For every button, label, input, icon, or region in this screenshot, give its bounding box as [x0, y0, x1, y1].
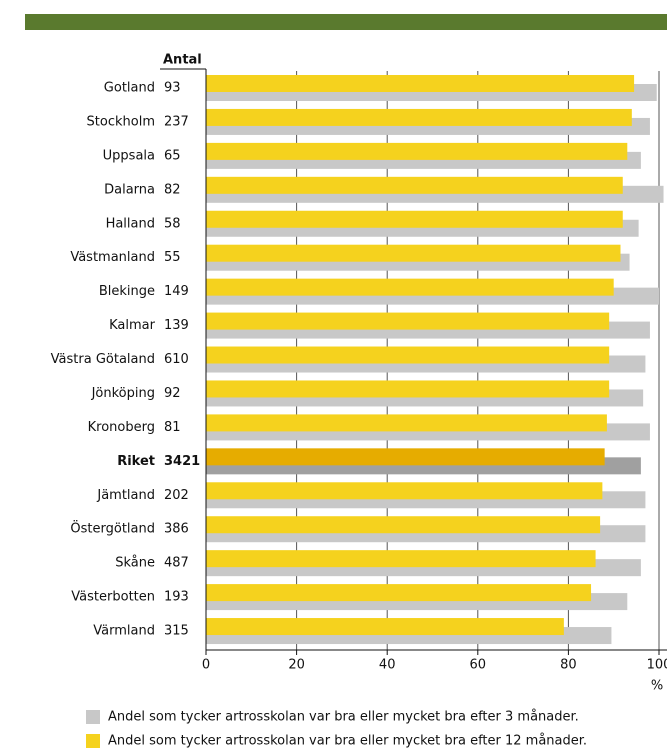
- category-label: Dalarna: [104, 182, 155, 197]
- category-label: Jönköping: [91, 386, 155, 401]
- category-label: Jämtland: [96, 488, 155, 503]
- count-label: 315: [164, 624, 189, 639]
- category-label: Riket: [117, 454, 155, 469]
- bar: [206, 482, 603, 500]
- legend-label: Andel som tycker artrosskolan var bra el…: [108, 734, 587, 749]
- bar: [206, 584, 592, 602]
- bar: [206, 346, 610, 364]
- legend-label: Andel som tycker artrosskolan var bra el…: [108, 710, 579, 725]
- count-label: 202: [164, 488, 189, 503]
- category-label: Kronoberg: [88, 420, 155, 435]
- category-label: Västerbotten: [71, 590, 155, 605]
- count-label: 139: [164, 318, 189, 333]
- x-tick-label: 40: [379, 658, 396, 673]
- legend-swatch: [86, 710, 100, 724]
- count-label: 58: [164, 216, 181, 231]
- category-label: Skåne: [115, 556, 155, 571]
- category-label: Kalmar: [109, 318, 156, 333]
- bar: [206, 312, 610, 330]
- x-tick-label: 20: [288, 658, 305, 673]
- count-label: 610: [164, 352, 189, 367]
- bar: [206, 75, 635, 92]
- bar: [206, 516, 601, 534]
- bar: [206, 414, 607, 432]
- count-label: 193: [164, 590, 189, 605]
- category-label: Värmland: [93, 624, 155, 639]
- bar: [206, 618, 564, 636]
- category-label: Östergötland: [70, 520, 155, 537]
- category-label: Halland: [106, 216, 155, 231]
- bar: [206, 108, 632, 126]
- category-label: Stockholm: [87, 114, 155, 129]
- count-label: 65: [164, 148, 181, 163]
- bar: [206, 448, 605, 466]
- header-band: [25, 14, 667, 30]
- count-label: 237: [164, 114, 189, 129]
- x-tick-label: 80: [560, 658, 577, 673]
- x-tick-label: 0: [202, 658, 210, 673]
- bar: [206, 176, 623, 194]
- category-label: Blekinge: [99, 284, 155, 299]
- bar: [206, 380, 610, 398]
- count-label: 3421: [164, 454, 200, 469]
- count-label: 487: [164, 556, 189, 571]
- category-label: Uppsala: [103, 148, 155, 163]
- bar: [206, 210, 623, 228]
- bar: [206, 244, 621, 262]
- count-label: 82: [164, 182, 181, 197]
- bar: [206, 278, 614, 296]
- count-label: 386: [164, 522, 189, 537]
- count-label: 55: [164, 250, 181, 265]
- category-label: Västmanland: [70, 250, 155, 265]
- x-tick-label: 60: [470, 658, 487, 673]
- category-label: Gotland: [104, 81, 155, 96]
- x-unit: %: [651, 679, 663, 694]
- category-label: Västra Götaland: [51, 352, 155, 367]
- bar: [206, 142, 628, 160]
- count-label: 149: [164, 284, 189, 299]
- counts-header: Antal: [163, 53, 202, 68]
- legend-swatch: [86, 734, 100, 748]
- count-label: 92: [164, 386, 181, 401]
- x-tick-label: 100: [647, 658, 667, 673]
- bar: [206, 550, 596, 568]
- count-label: 93: [164, 81, 181, 96]
- count-label: 81: [164, 420, 181, 435]
